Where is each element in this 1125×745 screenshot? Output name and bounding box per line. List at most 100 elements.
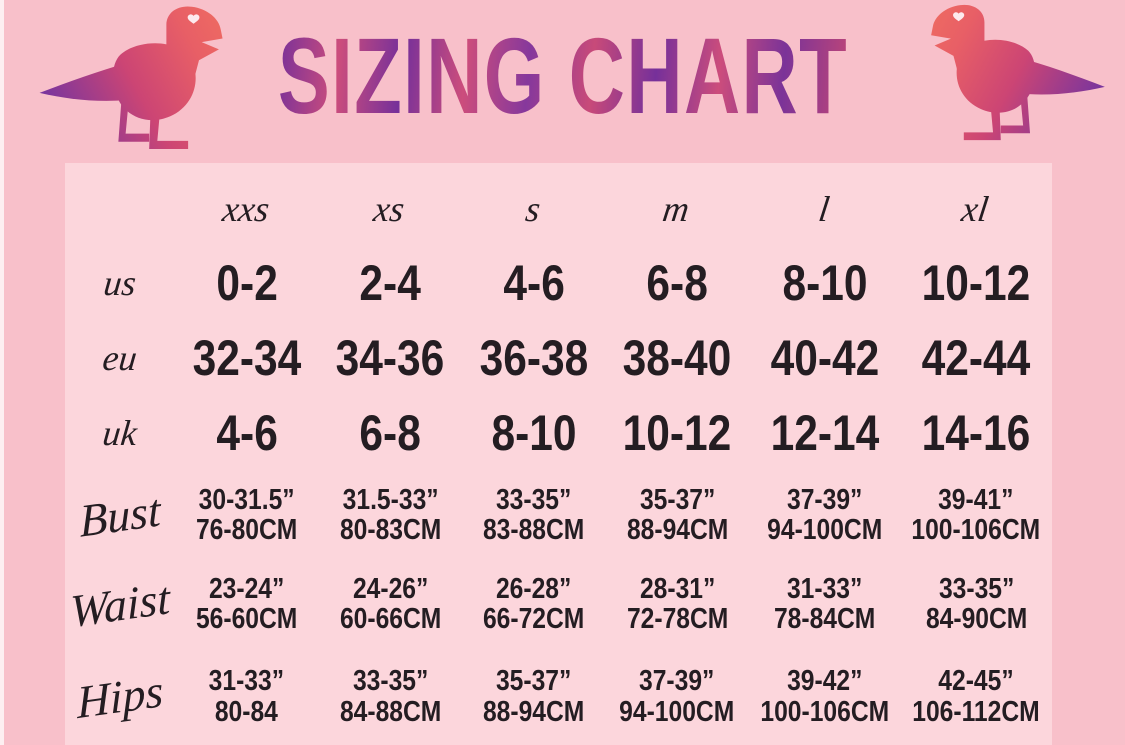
hips-cell: 31-33” 80-84: [175, 648, 318, 745]
uk-size-cell: 10-12: [605, 395, 748, 470]
hips-cell: 37-39” 94-100CM: [605, 648, 748, 745]
measurement-text: 31.5-33” 80-83CM: [340, 485, 441, 545]
us-size-cell: 2-4: [318, 245, 461, 320]
size-value: 10-12: [622, 404, 732, 461]
cm-value: 88-94CM: [626, 514, 728, 546]
inches-value: 39-41”: [938, 483, 1014, 516]
measurement-text: 35-37” 88-94CM: [483, 666, 584, 726]
trex-head: [166, 6, 223, 78]
row-label-waist: Waist: [69, 571, 171, 637]
size-value: 12-14: [770, 404, 880, 461]
inches-value: 33-35”: [938, 572, 1014, 605]
inches-value: 33-35”: [496, 483, 572, 516]
column-header-xxs: xxs: [220, 189, 272, 229]
hips-cell: 33-35” 84-88CM: [318, 648, 461, 745]
eu-size-cell: 32-34: [175, 320, 318, 395]
inches-value: 42-45”: [938, 665, 1014, 698]
cm-value: 83-88CM: [483, 514, 585, 546]
bust-cell: 31.5-33” 80-83CM: [318, 470, 461, 560]
size-value: 4-6: [216, 404, 278, 461]
row-label-bust: Bust: [78, 483, 162, 547]
cm-value: 100-106CM: [760, 695, 890, 728]
cm-value: 94-100CM: [619, 695, 735, 728]
size-value: 38-40: [622, 329, 732, 386]
size-table-panel: xxs xs s m l xl us 0-2 2-4 4-6 6-8 8-10 …: [65, 163, 1052, 745]
size-value: 40-42: [770, 329, 880, 386]
cm-value: 72-78CM: [626, 603, 728, 635]
size-value: 8-10: [782, 254, 868, 311]
uk-size-cell: 12-14: [749, 395, 901, 470]
row-label-uk: uk: [100, 412, 140, 453]
trex-back-leg: [118, 92, 150, 142]
cm-value: 84-88CM: [339, 695, 441, 728]
measurement-text: 28-31” 72-78CM: [626, 574, 727, 634]
size-value: 14-16: [921, 404, 1031, 461]
size-value: 4-6: [502, 254, 565, 311]
column-header-m: m: [660, 189, 693, 229]
row-label-eu: eu: [100, 337, 140, 378]
cm-value: 80-83CM: [339, 514, 441, 546]
waist-cell: 33-35” 84-90CM: [900, 560, 1052, 648]
bust-cell: 37-39” 94-100CM: [749, 470, 901, 560]
inches-value: 24-26”: [352, 572, 428, 605]
us-size-cell: 0-2: [175, 245, 318, 320]
measurement-text: 23-24” 56-60CM: [196, 574, 297, 634]
measurement-text: 30-31.5” 76-80CM: [196, 485, 297, 545]
row-label-hips: Hips: [76, 664, 164, 729]
waist-cell: 24-26” 60-66CM: [318, 560, 461, 648]
eu-size-cell: 42-44: [900, 320, 1052, 395]
trex-front-leg: [149, 99, 189, 150]
inches-value: 31.5-33”: [342, 483, 439, 516]
size-value: 32-34: [192, 329, 302, 386]
trex-arm: [160, 81, 179, 99]
inches-value: 23-24”: [209, 572, 285, 605]
hips-cell: 35-37” 88-94CM: [462, 648, 605, 745]
measurement-text: 39-42” 100-106CM: [760, 666, 889, 726]
left-edge-highlight: [0, 0, 4, 745]
uk-size-cell: 14-16: [900, 395, 1052, 470]
cm-value: 76-80CM: [196, 514, 298, 546]
trex-icon-left: [39, 6, 223, 150]
size-value: 6-8: [359, 404, 421, 461]
inches-value: 37-39”: [787, 483, 863, 516]
trex-head: [931, 4, 985, 73]
inches-value: 35-37”: [639, 483, 715, 516]
cm-value: 88-94CM: [483, 695, 585, 728]
uk-size-cell: 6-8: [318, 395, 461, 470]
cm-value: 60-66CM: [339, 603, 441, 635]
inches-value: 28-31”: [639, 572, 715, 605]
inches-value: 31-33”: [787, 572, 863, 605]
hips-cell: 42-45” 106-112CM: [900, 648, 1052, 745]
inches-value: 39-42”: [787, 665, 863, 698]
waist-cell: 26-28” 66-72CM: [462, 560, 605, 648]
trex-arm: [973, 75, 991, 92]
bust-cell: 30-31.5” 76-80CM: [175, 470, 318, 560]
size-value: 2-4: [359, 254, 421, 311]
measurement-text: 42-45” 106-112CM: [913, 666, 1040, 726]
page-title-text: SIZING CHART: [277, 15, 848, 136]
corner-cell: [65, 163, 175, 245]
size-value: 6-8: [646, 254, 708, 311]
trex-icon-right: [931, 4, 1105, 141]
trex-back-leg: [1000, 86, 1031, 134]
inches-value: 26-28”: [496, 572, 572, 605]
measurement-text: 31-33” 80-84: [209, 666, 284, 726]
cm-value: 56-60CM: [196, 603, 298, 635]
us-size-cell: 8-10: [749, 245, 901, 320]
eu-size-cell: 36-38: [462, 320, 605, 395]
eu-size-cell: 40-42: [749, 320, 901, 395]
inches-value: 30-31.5”: [198, 483, 295, 516]
measurement-text: 33-35” 83-88CM: [483, 485, 584, 545]
measurement-text: 24-26” 60-66CM: [340, 574, 441, 634]
heart-eye-icon: [953, 12, 965, 22]
size-value: 36-38: [479, 329, 589, 386]
measurement-text: 37-39” 94-100CM: [620, 666, 735, 726]
measurement-text: 33-35” 84-90CM: [926, 574, 1027, 634]
inches-value: 37-39”: [639, 665, 715, 698]
size-value: 10-12: [921, 254, 1031, 311]
eu-size-cell: 38-40: [605, 320, 748, 395]
cm-value: 80-84: [215, 695, 279, 728]
cm-value: 78-84CM: [774, 603, 876, 635]
bust-cell: 33-35” 83-88CM: [462, 470, 605, 560]
row-label-us: us: [101, 262, 139, 303]
